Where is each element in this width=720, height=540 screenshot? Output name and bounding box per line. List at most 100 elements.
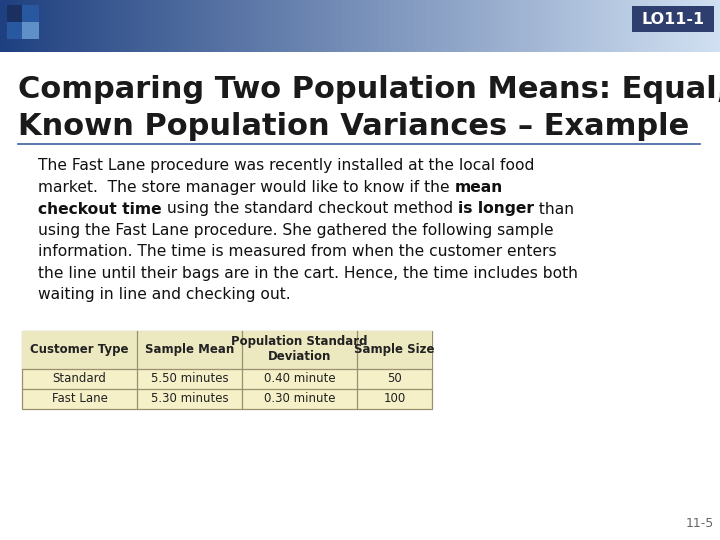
Bar [305,0,308,52]
Bar [120,0,123,52]
Bar [631,0,634,52]
Text: 5.50 minutes: 5.50 minutes [150,372,228,385]
Bar [223,0,227,52]
Bar [636,0,639,52]
Bar [590,0,594,52]
Bar [214,0,217,52]
Bar [459,0,462,52]
Bar [477,0,481,52]
Bar [317,0,320,52]
Bar [230,0,234,52]
Text: Sample Size: Sample Size [354,343,435,356]
Bar [718,0,720,52]
Bar [274,0,277,52]
Bar [413,0,416,52]
Bar [27,0,30,52]
Bar [99,0,102,52]
Bar [55,0,58,52]
Bar [228,0,231,52]
Bar [341,0,344,52]
Bar [240,0,243,52]
Bar [634,0,637,52]
Bar [17,0,20,52]
Bar [12,0,15,52]
Text: Fast Lane: Fast Lane [52,392,107,405]
Bar [77,0,80,52]
Bar [245,0,248,52]
Bar [593,0,596,52]
Bar [22,22,39,39]
Bar [557,0,560,52]
Bar [518,0,522,52]
Bar [403,0,407,52]
Bar [194,0,198,52]
Bar [22,0,25,52]
Bar [50,0,54,52]
Bar [607,0,611,52]
Bar [74,0,78,52]
Bar [7,5,24,22]
Bar [598,0,601,52]
Bar [209,0,212,52]
Bar [333,0,337,52]
Bar [247,0,251,52]
Bar [346,0,349,52]
Bar [14,0,18,52]
Bar [324,0,328,52]
Bar [545,0,548,52]
Bar [470,0,474,52]
Bar [197,0,200,52]
Bar [144,0,148,52]
Bar [276,0,279,52]
Bar [425,0,428,52]
Bar [7,22,24,39]
Bar [115,0,119,52]
Bar [379,0,382,52]
Bar [485,0,488,52]
Bar [106,0,109,52]
Bar [351,0,354,52]
Bar [156,0,159,52]
Bar [348,0,351,52]
Bar [564,0,567,52]
Bar [504,0,508,52]
Bar [540,0,544,52]
Bar [432,0,436,52]
Bar [81,0,85,52]
Text: than: than [534,201,574,217]
Bar [202,0,205,52]
Bar [588,0,591,52]
Bar [569,0,572,52]
Bar [603,0,606,52]
Bar [336,0,339,52]
Text: 0.40 minute: 0.40 minute [264,372,336,385]
Bar [79,0,83,52]
Bar [655,0,659,52]
Bar [497,0,500,52]
Bar [130,0,133,52]
Bar [142,0,145,52]
Text: The Fast Lane procedure was recently installed at the local food: The Fast Lane procedure was recently ins… [38,159,534,173]
Bar [439,0,443,52]
Bar [441,0,445,52]
Bar [175,0,179,52]
Bar [646,0,649,52]
Bar [463,0,467,52]
Bar [583,0,587,52]
Bar [434,0,438,52]
Bar [250,0,253,52]
Bar [384,0,387,52]
Bar [288,0,292,52]
Text: using the standard checkout method: using the standard checkout method [161,201,458,217]
Text: waiting in line and checking out.: waiting in line and checking out. [38,287,291,302]
Bar [490,0,493,52]
Bar [480,0,483,52]
Text: Comparing Two Population Means: Equal,: Comparing Two Population Means: Equal, [18,76,720,105]
Bar [672,0,675,52]
Bar [146,0,150,52]
Bar [101,0,104,52]
Bar [639,0,642,52]
Bar [180,0,184,52]
Bar [207,0,210,52]
Bar [396,0,400,52]
